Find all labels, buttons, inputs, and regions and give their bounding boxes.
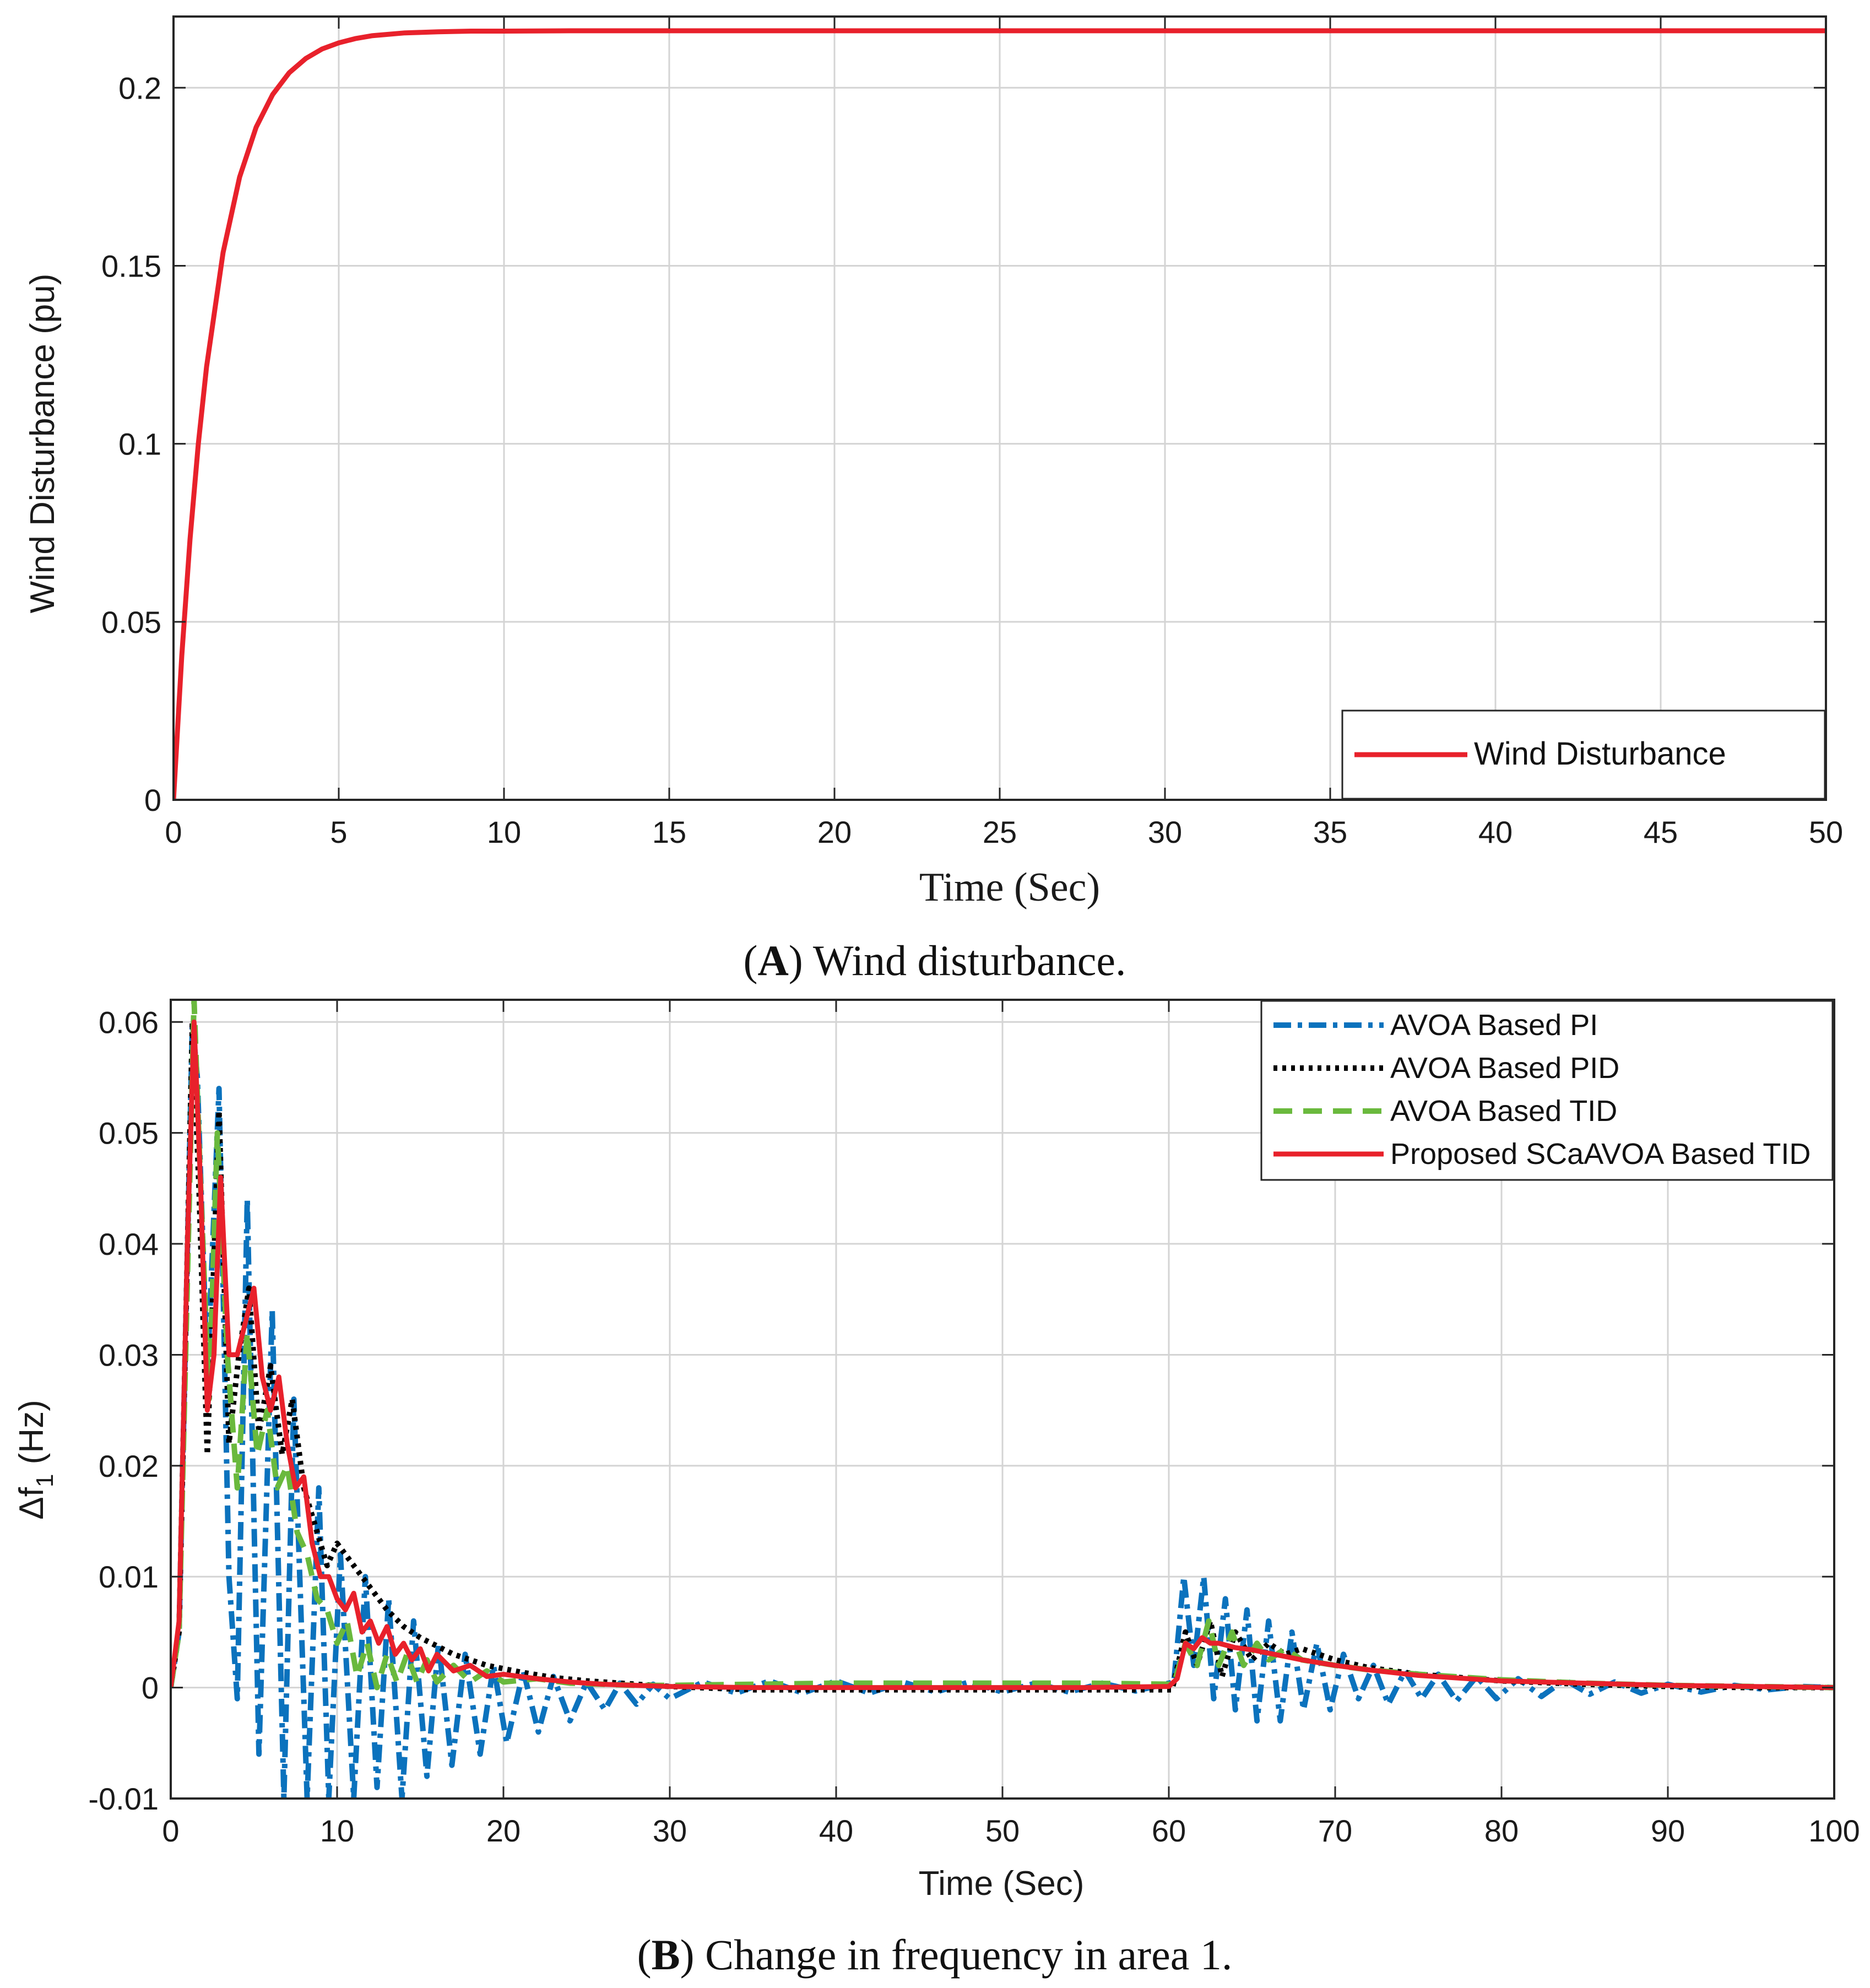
chart-b-legend-label: AVOA Based TID xyxy=(1390,1095,1617,1128)
chart-a-caption-open: ( xyxy=(743,936,757,984)
chart-b-x-tick-label: 30 xyxy=(653,1813,687,1848)
chart-a-y-tick-label: 0.15 xyxy=(101,248,161,283)
chart-a-lines xyxy=(174,28,1826,800)
chart-b-x-tick-label: 40 xyxy=(819,1813,853,1848)
chart-b-legend-label: Proposed SCaAVOA Based TID xyxy=(1390,1137,1811,1171)
chart-a-y-tick-label: 0 xyxy=(144,783,161,817)
chart-a-y-tick-label: 0.1 xyxy=(118,427,161,462)
chart-a-x-tick-label: 30 xyxy=(1148,815,1182,849)
chart-a-x-tick-label: 20 xyxy=(817,815,852,849)
chart-a-y-tick-label: 0.2 xyxy=(118,71,161,105)
chart-b-caption-letter: B xyxy=(652,1931,680,1979)
chart-b-legend-label: AVOA Based PI xyxy=(1390,1009,1598,1042)
chart-a-x-tick-label: 25 xyxy=(983,815,1017,849)
chart-a-x-tick-label: 15 xyxy=(652,815,686,849)
chart-b-y-axis-label-sub: 1 xyxy=(31,1474,58,1487)
chart-b-x-tick-label: 80 xyxy=(1484,1813,1519,1848)
chart-a: 0 5 10 15 20 25 30 35 40 45 50 0 0.05 0.1 0.15 0.2 Tim… xyxy=(24,15,1843,984)
chart-b-y-axis-label-unit: (Hz) xyxy=(13,1400,51,1474)
chart-a-series-line-wind-disturbance xyxy=(174,28,1826,800)
chart-a-x-tick-label: 35 xyxy=(1313,815,1347,849)
chart-b: 0 10 20 30 40 50 60 70 80 90 100 -0.0100.010.020.0… xyxy=(13,999,1860,1979)
chart-b-legend-box xyxy=(1260,1000,1834,1181)
chart-a-x-tick-label: 45 xyxy=(1644,815,1678,849)
chart-a-caption-letter: A xyxy=(757,936,788,984)
chart-b-y-ticks: -0.01 0 0.01 0.02 0.03 0.04 0.05 0.06 xyxy=(88,1005,1834,1816)
chart-a-y-ticks: 0 0.05 0.1 0.15 0.2 xyxy=(101,71,1826,817)
chart-b-series-line-avoa-based-tid xyxy=(171,1000,1834,1691)
chart-b-caption: (B) Change in frequency in area 1. xyxy=(637,1931,1233,1979)
chart-b-y-tick-label: 0 xyxy=(142,1671,159,1705)
chart-a-caption: (A) Wind disturbance. xyxy=(743,936,1126,984)
chart-b-y-tick-label: 0.04 xyxy=(99,1227,159,1261)
chart-b-caption-open: ( xyxy=(637,1931,652,1979)
chart-b-y-tick-label: 0.06 xyxy=(99,1005,159,1039)
chart-b-y-tick-label: 0.01 xyxy=(99,1559,159,1594)
chart-a-y-axis-label: Wind Disturbance (pu) xyxy=(24,274,62,614)
chart-b-x-ticks: 0 10 20 30 40 50 60 70 80 90 100 xyxy=(162,1000,1860,1848)
chart-b-caption-text: ) Change in frequency in area 1. xyxy=(680,1931,1233,1979)
chart-b-y-axis-label: Δf1 (Hz) xyxy=(13,1400,58,1519)
chart-b-series-line-proposed-scaavoa-based-tid xyxy=(171,1019,1834,1691)
chart-a-legend: Wind Disturbance xyxy=(1341,709,1826,800)
chart-a-x-tick-label: 10 xyxy=(487,815,521,849)
chart-b-x-tick-label: 90 xyxy=(1651,1813,1685,1848)
chart-b-y-tick-label: 0.05 xyxy=(99,1116,159,1151)
chart-b-x-tick-label: 70 xyxy=(1318,1813,1352,1848)
chart-a-x-tick-label: 0 xyxy=(165,815,182,849)
chart-b-x-tick-label: 100 xyxy=(1808,1813,1860,1848)
chart-b-legend: AVOA Based PI AVOA Based PID AVOA Based TI… xyxy=(1260,1000,1834,1181)
chart-b-y-tick-label: -0.01 xyxy=(88,1781,159,1816)
chart-b-x-tick-label: 10 xyxy=(320,1813,354,1848)
chart-a-grid xyxy=(174,17,1826,800)
chart-b-y-tick-label: 0.03 xyxy=(99,1337,159,1372)
chart-b-x-axis-label: Time (Sec) xyxy=(919,1865,1085,1903)
chart-a-x-ticks: 0 5 10 15 20 25 30 35 40 45 50 xyxy=(165,17,1843,849)
chart-a-x-tick-label: 5 xyxy=(330,815,347,849)
chart-a-x-tick-label: 50 xyxy=(1809,815,1843,849)
chart-b-x-tick-label: 20 xyxy=(486,1813,521,1848)
chart-b-y-axis-label-main: Δf xyxy=(13,1487,51,1519)
chart-b-y-tick-label: 0.02 xyxy=(99,1449,159,1483)
chart-b-lines xyxy=(171,1000,1834,1799)
chart-b-x-tick-label: 60 xyxy=(1152,1813,1186,1848)
chart-a-y-tick-label: 0.05 xyxy=(101,605,161,640)
chart-a-x-axis-label: Time (Sec) xyxy=(919,865,1100,910)
chart-a-x-tick-label: 40 xyxy=(1478,815,1513,849)
chart-a-caption-text: ) Wind disturbance. xyxy=(789,936,1126,984)
chart-b-grid xyxy=(171,1000,1834,1799)
chart-b-legend-label: AVOA Based PID xyxy=(1390,1052,1619,1085)
chart-b-x-tick-label: 0 xyxy=(162,1813,179,1848)
chart-b-x-tick-label: 50 xyxy=(985,1813,1020,1848)
chart-a-legend-label: Wind Disturbance xyxy=(1474,736,1726,772)
